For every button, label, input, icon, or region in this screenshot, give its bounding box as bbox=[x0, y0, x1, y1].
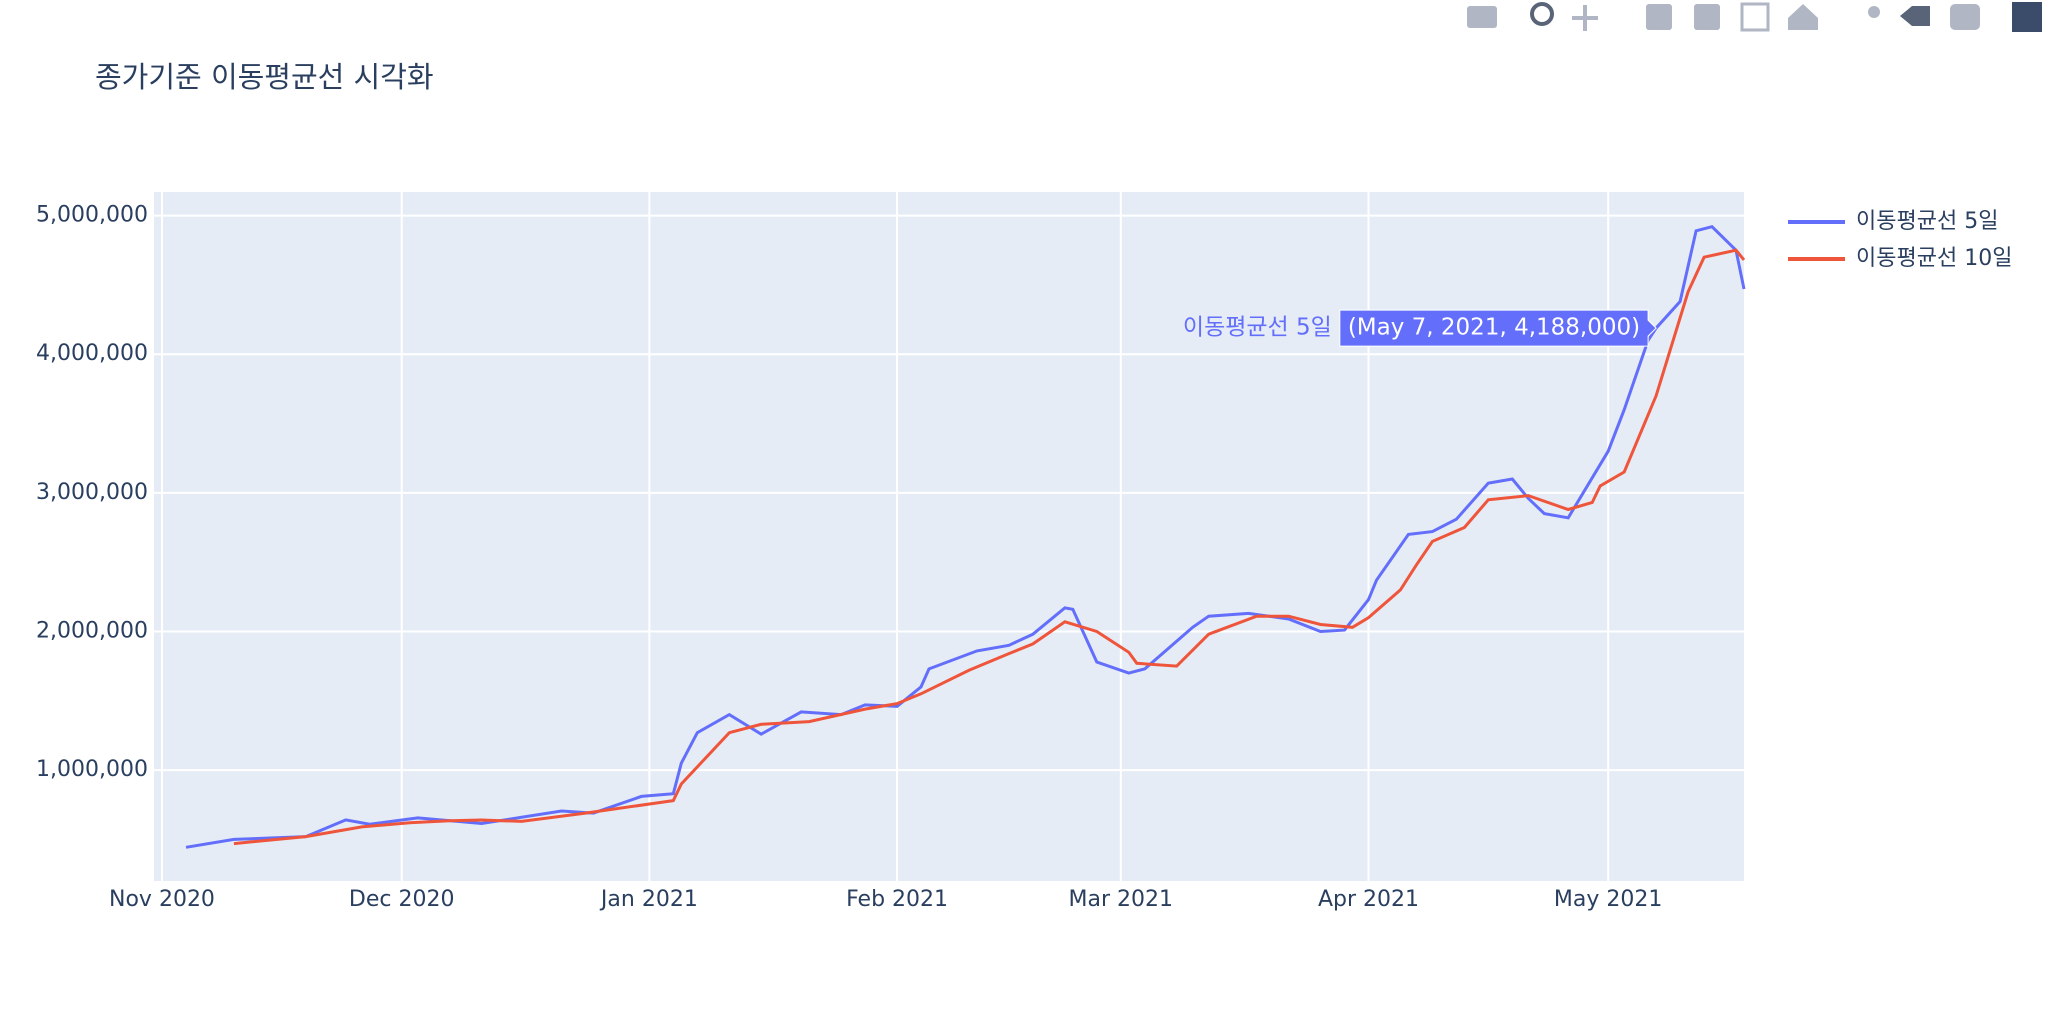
y-tick-label: 2,000,000 bbox=[36, 618, 148, 643]
y-tick-label: 1,000,000 bbox=[36, 757, 148, 782]
legend-label: 이동평균선 5일 bbox=[1856, 209, 1998, 234]
hover-box bbox=[1339, 309, 1657, 347]
autoscale-icon[interactable] bbox=[1740, 2, 1770, 32]
x-tick-label: Feb 2021 bbox=[846, 887, 948, 912]
hover-closest-icon[interactable] bbox=[1900, 6, 1930, 26]
spike-icon[interactable] bbox=[1868, 6, 1880, 18]
hover-name: 이동평균선 5일 bbox=[1183, 315, 1332, 341]
hover-text: (May 7, 2021, 4,188,000) bbox=[1348, 315, 1640, 341]
x-tick-label: May 2021 bbox=[1554, 887, 1662, 912]
camera-icon[interactable] bbox=[1467, 6, 1497, 28]
series-line bbox=[233, 248, 1746, 846]
zoom-icon[interactable] bbox=[1530, 2, 1554, 26]
y-tick-label: 5,000,000 bbox=[36, 203, 148, 228]
zoom-in-icon[interactable] bbox=[1646, 4, 1672, 30]
modebar bbox=[1467, 2, 2042, 32]
y-tick-label: 4,000,000 bbox=[36, 341, 148, 366]
zoom-out-icon[interactable] bbox=[1694, 4, 1720, 30]
y-tick-label: 3,000,000 bbox=[36, 480, 148, 505]
hover-compare-icon[interactable] bbox=[1950, 4, 1980, 30]
plot-area bbox=[154, 192, 1744, 881]
plotly-logo[interactable] bbox=[2012, 2, 2042, 32]
x-tick-label: Dec 2020 bbox=[349, 887, 455, 912]
pan-icon[interactable] bbox=[1572, 5, 1598, 31]
x-tick-label: Apr 2021 bbox=[1318, 887, 1419, 912]
x-tick-label: Nov 2020 bbox=[109, 887, 215, 912]
chart-title: 종가기준 이동평균선 시각화 bbox=[95, 60, 434, 94]
x-tick-label: Jan 2021 bbox=[599, 887, 698, 912]
legend-label: 이동평균선 10일 bbox=[1856, 246, 2012, 271]
reset-icon[interactable] bbox=[1788, 4, 1818, 30]
x-tick-label: Mar 2021 bbox=[1069, 887, 1174, 912]
